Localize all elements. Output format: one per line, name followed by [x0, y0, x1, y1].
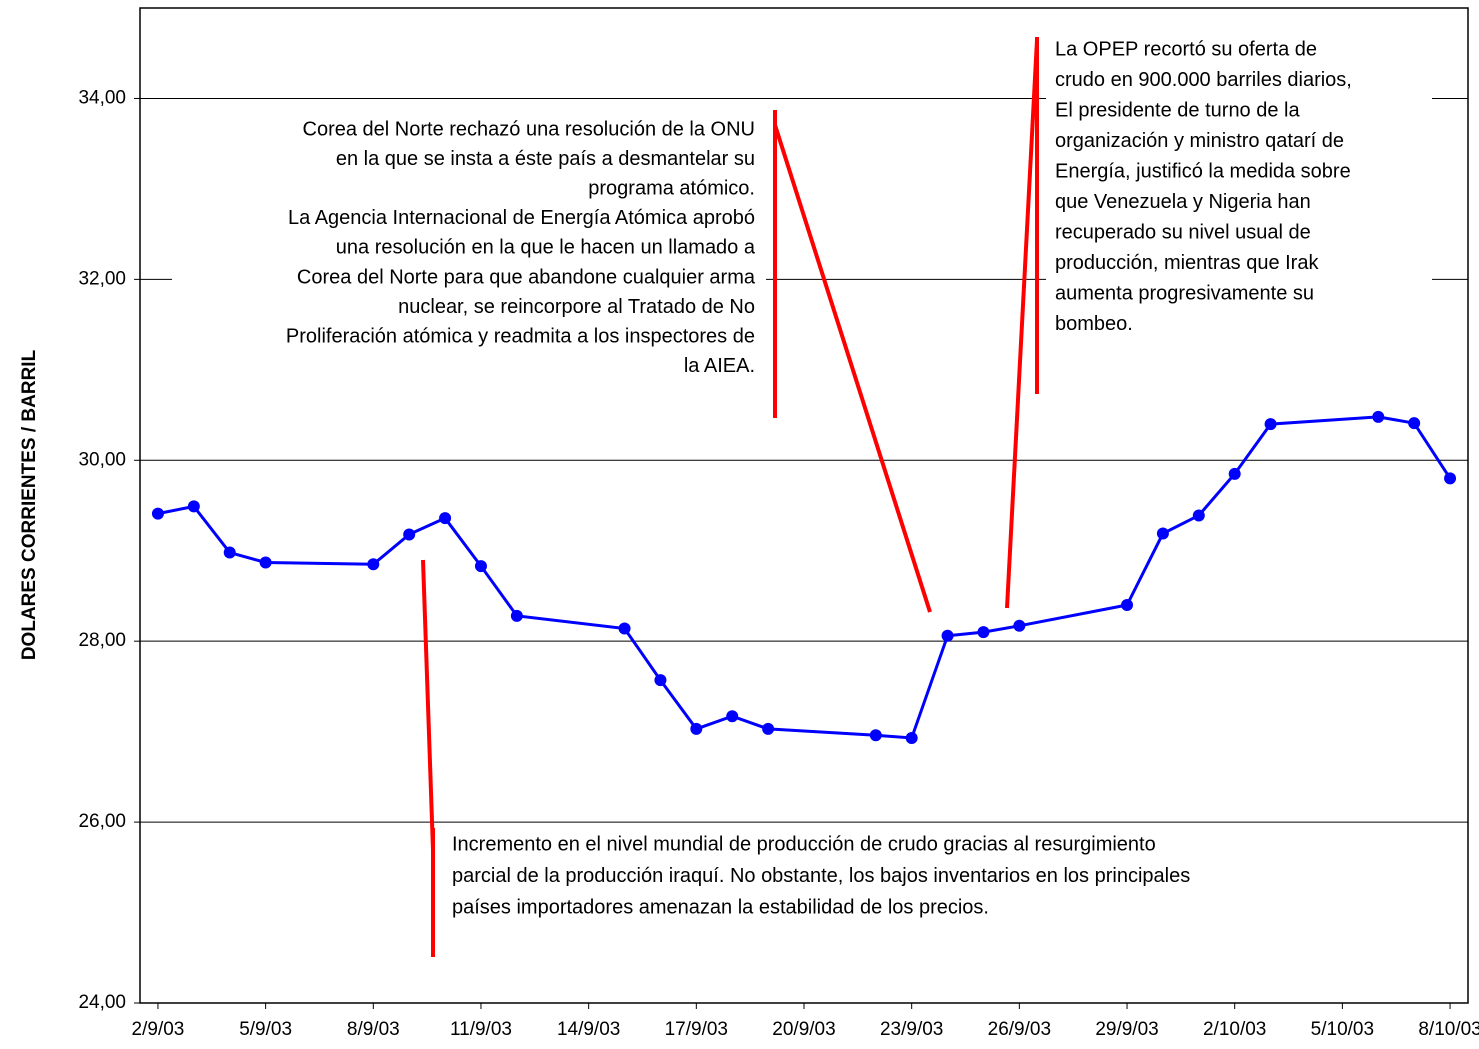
x-tick-label: 23/9/03	[880, 1019, 943, 1040]
annotation-line: países importadores amenazan la estabili…	[452, 896, 989, 918]
x-tick-label: 11/9/03	[450, 1019, 512, 1040]
data-point	[1156, 527, 1169, 540]
annotation-line: La Agencia Internacional de Energía Atóm…	[288, 207, 755, 229]
annotation-line: crudo en 900.000 barriles diarios,	[1055, 69, 1352, 91]
data-point	[941, 629, 954, 642]
plot: 24,00 26,00 28,00 30,00 32,00 34,00 2/9/03 5/9/…	[78, 87, 1479, 1040]
x-tick-label: 2/9/03	[132, 1019, 185, 1040]
annotation-line: Energía, justificó la medida sobre	[1055, 160, 1351, 182]
data-point	[1408, 417, 1421, 430]
data-point	[905, 731, 918, 744]
data-point	[223, 546, 236, 559]
annotation-line: Proliferación atómica y readmita a los i…	[286, 325, 755, 347]
y-tick-label: 24,00	[78, 992, 126, 1013]
annotation-line: nuclear, se reincorpore al Tratado de No	[398, 296, 755, 318]
data-point	[618, 622, 631, 635]
annotation-line: que Venezuela y Nigeria han	[1055, 191, 1311, 213]
data-point	[726, 710, 739, 723]
y-axis-label: DOLARES CORRIENTES / BARRIL	[19, 349, 40, 660]
annotation-line: la AIEA.	[684, 355, 755, 377]
annotation-box	[446, 826, 1346, 926]
x-tick-label: 20/9/03	[772, 1019, 835, 1040]
data-point	[367, 558, 380, 571]
annotation-line: parcial de la producción iraquí. No obst…	[452, 865, 1190, 887]
annotation-pointers	[421, 37, 1039, 957]
annotation-line: La OPEP recortó su oferta de	[1055, 38, 1317, 60]
annotation-line: aumenta progresivamente su	[1055, 282, 1314, 304]
data-point	[1121, 599, 1134, 611]
y-tick-label: 32,00	[78, 268, 126, 289]
annotation-line: El presidente de turno de la	[1055, 99, 1300, 121]
annotation-line: una resolución en la que le hacen un lla…	[336, 237, 756, 259]
annotation-line: en la que se insta a éste país a desmant…	[336, 148, 755, 170]
pointer	[421, 559, 435, 851]
y-tick-label: 26,00	[78, 811, 126, 832]
pointer	[773, 124, 932, 613]
y-tick-label: 28,00	[78, 630, 126, 651]
x-tick-label: 5/9/03	[239, 1019, 292, 1040]
annotation-box	[1046, 36, 1432, 340]
data-point	[977, 626, 990, 639]
annotation-line: producción, mientras que Irak	[1055, 252, 1319, 274]
data-point	[654, 674, 667, 687]
data-point	[1372, 410, 1385, 423]
pointer	[1005, 39, 1039, 609]
annotations: Corea del Norte rechazó una resolución d…	[172, 36, 1432, 926]
data-point	[1228, 467, 1241, 480]
y-tick-label: 30,00	[78, 449, 126, 470]
x-tick-label: 26/9/03	[988, 1019, 1051, 1040]
annotation-line: recuperado su nivel usual de	[1055, 221, 1311, 243]
data-point	[151, 507, 164, 520]
data-point	[1013, 619, 1026, 632]
annotation-line: programa atómico.	[588, 177, 755, 199]
data-point	[187, 500, 200, 513]
x-tick-label: 8/10/03	[1418, 1019, 1479, 1040]
x-tick-label: 29/9/03	[1095, 1019, 1158, 1040]
annotation-line: organización y ministro qatarí de	[1055, 130, 1344, 152]
x-tick-label: 8/9/03	[347, 1019, 400, 1040]
data-point	[403, 528, 416, 541]
x-tick-label: 14/9/03	[557, 1019, 620, 1040]
data-point	[439, 512, 452, 525]
annotation-line: Corea del Norte rechazó una resolución d…	[303, 118, 755, 140]
data-point	[690, 722, 703, 735]
data-point	[259, 556, 272, 569]
x-tick-label: 17/9/03	[665, 1019, 728, 1040]
data-point	[1264, 418, 1277, 431]
data-point	[510, 609, 523, 622]
data-point	[474, 560, 487, 573]
annotation-line: Incremento en el nivel mundial de produc…	[452, 833, 1156, 855]
data-point	[762, 722, 775, 735]
data-point	[1192, 509, 1205, 522]
y-tick-label: 34,00	[78, 87, 126, 108]
data-point	[1444, 472, 1457, 485]
x-tick-label: 5/10/03	[1311, 1019, 1374, 1040]
annotation-box	[172, 108, 766, 384]
x-tick-label: 2/10/03	[1203, 1019, 1266, 1040]
annotation-line: Corea del Norte para que abandone cualqu…	[297, 266, 756, 288]
data-point	[869, 729, 882, 742]
annotation-line: bombeo.	[1055, 313, 1133, 335]
